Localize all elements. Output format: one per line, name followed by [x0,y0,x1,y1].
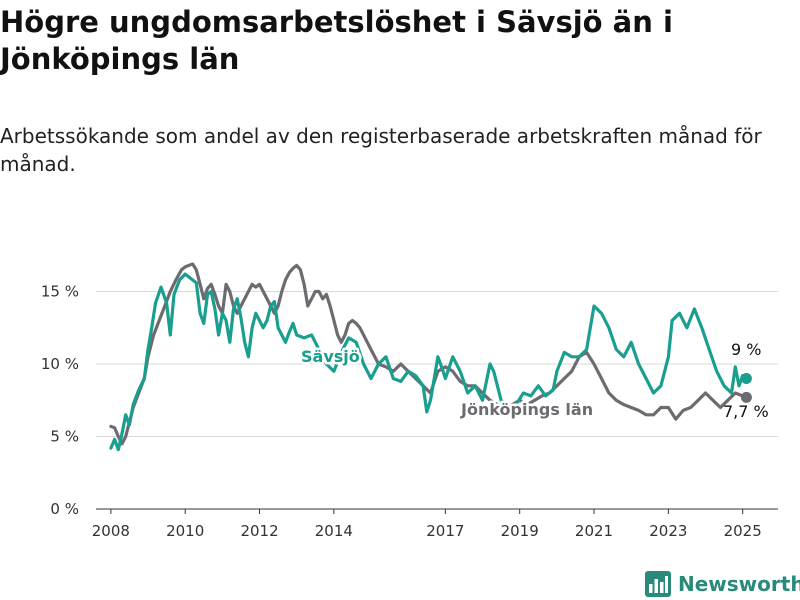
x-tick-label: 2023 [649,522,687,540]
series-label-savsjo-halo: Sävsjö [301,347,360,366]
series-label-jonkoping: Jönköpings län [460,400,593,419]
chart-title: Högre ungdomsarbetslöshet i Sävsjö än i … [0,5,673,76]
series-label-jonkoping-halo: Jönköpings län [460,400,593,419]
x-tick-label: 2014 [315,522,353,540]
x-tick-label: 2008 [92,522,130,540]
y-tick-label: 5 % [50,428,79,446]
brand-name: Newsworthy [678,572,800,596]
x-tick-label: 2025 [724,522,762,540]
chart-subtitle: Arbetssökande som andel av den registerb… [0,124,762,176]
newsworthy-logo-icon [645,571,671,597]
savsjo-series-line [109,272,748,452]
jonkoping-series-line [109,262,748,446]
x-tick-label: 2021 [575,522,613,540]
end-label-savsjo: 9 % [731,340,761,359]
series-label-savsjo: Sävsjö [301,347,360,366]
y-tick-label: 15 % [41,283,79,301]
x-tick-label: 2010 [166,522,204,540]
y-tick-label: 0 % [50,500,79,518]
x-tick-label: 2017 [426,522,464,540]
savsjo-end-point [740,373,752,384]
y-tick-label: 10 % [41,355,79,373]
brand-logo: Newsworthy [644,569,800,599]
x-tick-label: 2012 [240,522,278,540]
end-label-jonkoping: 7,7 % [723,402,769,421]
jonkoping-end-point [740,391,752,403]
x-tick-label: 2019 [501,522,539,540]
